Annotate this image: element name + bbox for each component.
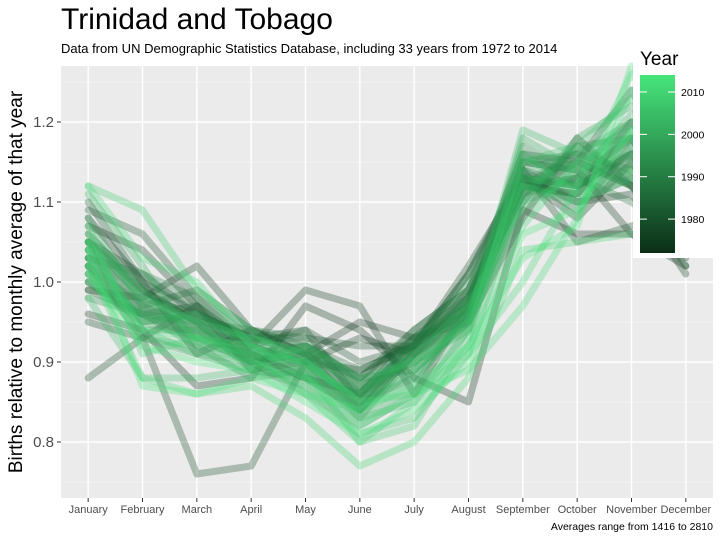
series-line-2010: [84, 230, 690, 470]
legend-title: Year: [640, 49, 679, 70]
y-axis-label: Births relative to monthly average of th…: [6, 90, 27, 473]
series-line-2003: [84, 126, 690, 414]
series-line-2002: [84, 110, 690, 398]
series-line-2011: [84, 70, 690, 406]
x-tick-label: January: [69, 504, 109, 516]
x-tick-label: September: [496, 504, 550, 516]
legend-tick-label: 2010: [681, 87, 705, 99]
series-line-1975: [84, 158, 690, 374]
x-tick-label: February: [120, 504, 165, 516]
series-line-2006: [84, 94, 690, 422]
series-line-1996: [84, 134, 690, 398]
series-line-2008: [84, 150, 690, 446]
y-axis: 0.8 0.9 1.0 1.1 1.2: [33, 114, 61, 451]
series-line-1981: [84, 118, 690, 414]
series-line-1980: [84, 86, 690, 366]
series-line-1974: [84, 174, 690, 398]
series-line-1983: [84, 150, 690, 390]
series-line-2001: [84, 134, 690, 390]
series-line-1990: [84, 142, 690, 414]
y-tick-label: 1.1: [33, 194, 54, 211]
gridlines: [61, 66, 713, 498]
x-tick-label: December: [660, 504, 711, 516]
series-line-1994: [84, 158, 690, 406]
x-tick-label: October: [558, 504, 597, 516]
series-line-1977: [84, 134, 690, 398]
series-line-1991: [84, 150, 690, 382]
series-line-1979: [84, 166, 690, 350]
x-tick-label: June: [348, 504, 372, 516]
series-line-2014: [84, 126, 690, 438]
chart-caption: Averages range from 1416 to 2810: [551, 521, 713, 533]
series-line-1982: [84, 150, 690, 406]
series-lines: [84, 62, 690, 478]
y-tick-label: 1.2: [33, 114, 54, 131]
series-line-1988: [84, 150, 690, 390]
series-line-1995: [84, 118, 690, 422]
legend-colorbar: [640, 75, 675, 253]
chart-subtitle: Data from UN Demographic Statistics Data…: [61, 41, 557, 56]
series-line-1976: [84, 158, 690, 382]
legend-tick-label: 1990: [681, 172, 705, 184]
series-line-1972: [84, 206, 690, 406]
x-axis: January February March April May June July Augu…: [69, 498, 712, 516]
series-line-1984: [84, 166, 690, 374]
series-line-1998: [84, 118, 690, 430]
legend-tick-label: 2000: [681, 129, 705, 141]
y-tick-label: 0.9: [33, 354, 54, 371]
y-tick-label: 1.0: [33, 274, 54, 291]
series-line-1999: [84, 102, 690, 422]
series-line-2009: [84, 134, 690, 446]
series-line-2007: [84, 174, 690, 438]
chart-title: Trinidad and Tobago: [61, 3, 333, 36]
legend-tick-label: 1980: [681, 214, 705, 226]
series-line-1993: [84, 142, 690, 398]
series-line-1973: [84, 134, 690, 358]
x-tick-label: August: [451, 504, 485, 516]
series-line-1987: [84, 174, 690, 406]
series-line-2012: [84, 86, 690, 430]
series-line-1978: [84, 150, 690, 478]
legend: Year 1980 1990 2000 2010: [633, 42, 720, 258]
x-tick-label: July: [404, 504, 424, 516]
y-tick-label: 0.8: [33, 434, 54, 451]
series-line-1989: [84, 134, 690, 398]
x-tick-label: March: [182, 504, 213, 516]
x-tick-label: November: [606, 504, 657, 516]
series-line-1985: [84, 150, 690, 382]
series-line-2005: [84, 142, 690, 382]
series-line-1992: [84, 158, 690, 414]
x-tick-label: May: [295, 504, 316, 516]
legend-ticks: 1980 1990 2000 2010: [640, 87, 705, 226]
series-line-2004: [84, 142, 690, 406]
series-line-1997: [84, 126, 690, 406]
series-line-2013: [84, 62, 690, 414]
x-tick-label: April: [240, 504, 262, 516]
series-line-2000: [84, 134, 690, 414]
series-line-1986: [84, 142, 690, 398]
